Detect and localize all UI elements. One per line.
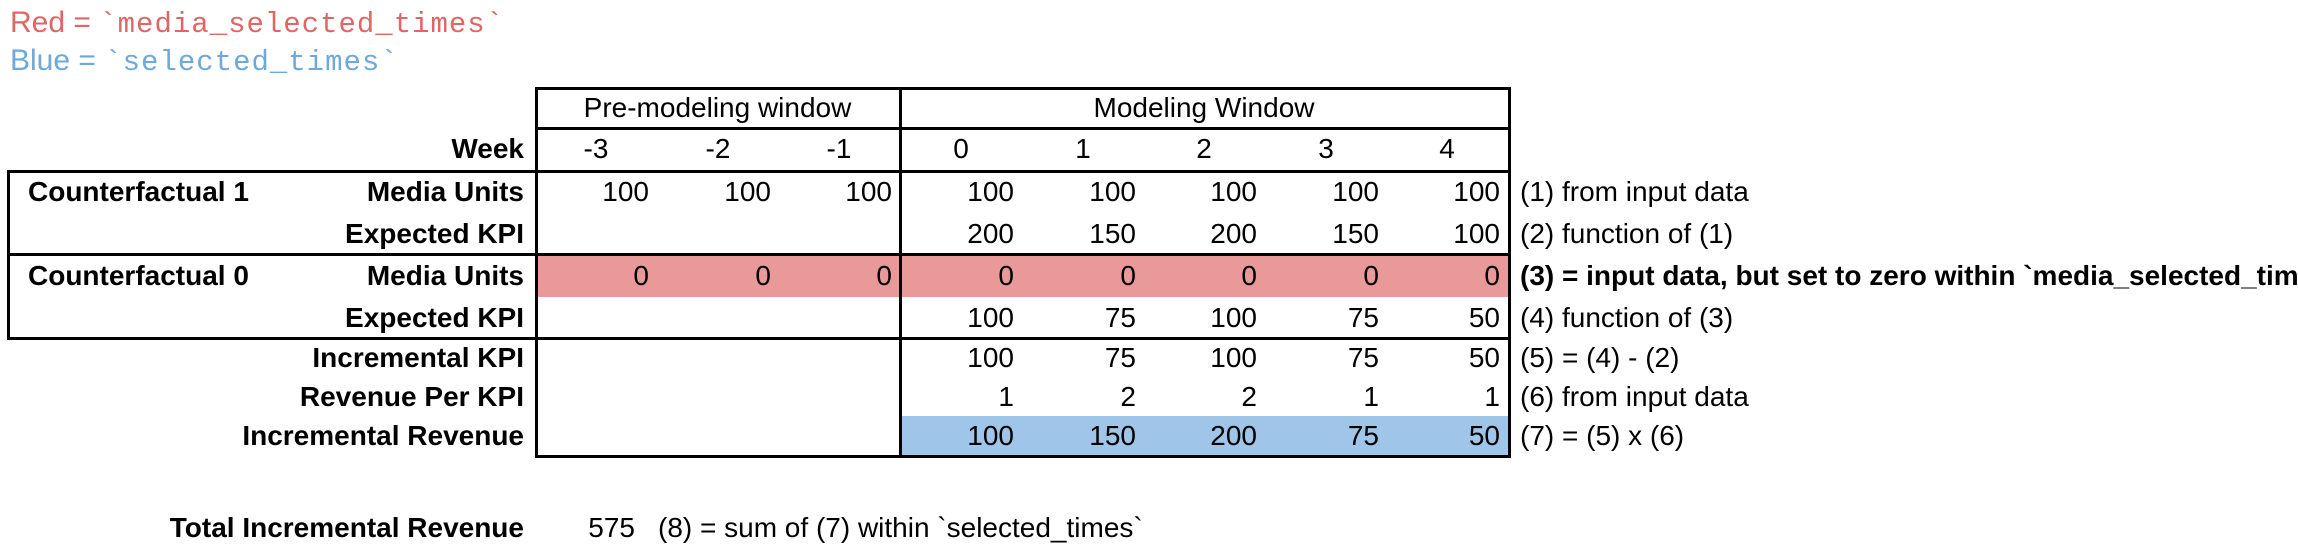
counterfactual-box-left-border (7, 170, 10, 340)
table-cell: 1 (1363, 381, 1379, 412)
table-cell: 100 (724, 176, 771, 207)
table-cell: 100 (602, 176, 649, 207)
table-cell: 100 (967, 302, 1014, 333)
legend-red-equals: = (65, 6, 100, 39)
table-cell: 0 (998, 260, 1014, 291)
modeling-window-header: Modeling Window (1093, 92, 1315, 123)
annotation-4: (4) function of (3) (1520, 302, 1734, 333)
table-cell: 150 (1332, 218, 1379, 249)
week-header--1: -1 (826, 133, 852, 164)
annotation-5: (5) = (4) - (2) (1520, 342, 1680, 373)
pre-modeling-window-header: Pre-modeling window (583, 92, 852, 123)
row-label-incremental-kpi: Incremental KPI (312, 342, 524, 373)
row-label-expected-kpi-cf1: Expected KPI (345, 218, 524, 249)
table-cell: 100 (1089, 176, 1136, 207)
window-divider-border (899, 87, 902, 458)
annotation-1: (1) from input data (1520, 176, 1749, 207)
table-cell: 75 (1347, 420, 1379, 451)
table-cell: 0 (633, 260, 649, 291)
legend-red-code: `media_selected_times` (99, 8, 505, 41)
table-cell: 100 (967, 342, 1014, 373)
counterfactual1-box-top-border (7, 170, 1511, 173)
counterfactual-1-label: Counterfactual 1 (28, 176, 249, 207)
week-header-3: 3 (1318, 133, 1334, 164)
week-header-2: 2 (1196, 133, 1212, 164)
counterfactual-0-label: Counterfactual 0 (28, 260, 249, 291)
table-cell: 50 (1468, 420, 1500, 451)
table-cell: 100 (967, 420, 1014, 451)
table-cell: 200 (1210, 218, 1257, 249)
table-border-right (1508, 87, 1511, 458)
table-cell: 0 (876, 260, 892, 291)
total-incremental-revenue-value: 575 (588, 512, 635, 543)
table-cell: 200 (1210, 420, 1257, 451)
table-cell: 75 (1104, 342, 1136, 373)
table-cell: 100 (1210, 176, 1257, 207)
table-cell: 50 (1468, 342, 1500, 373)
table-cell: 100 (1453, 218, 1500, 249)
table-cell: 75 (1104, 302, 1136, 333)
table-cell: 0 (755, 260, 771, 291)
table-border-bottom (535, 455, 1511, 458)
table-cell: 150 (1089, 218, 1136, 249)
row-label-revenue-per-kpi: Revenue Per KPI (299, 381, 524, 412)
table-border-top (535, 87, 1511, 90)
table-cell: 100 (1210, 302, 1257, 333)
table-cell: 100 (1453, 176, 1500, 207)
week-header-0: 0 (953, 133, 969, 164)
total-incremental-revenue-label: Total Incremental Revenue (169, 512, 524, 543)
table-cell: 0 (1120, 260, 1136, 291)
annotation-6: (6) from input data (1520, 381, 1749, 412)
week-header-1: 1 (1075, 133, 1091, 164)
counterfactual-divider-border (7, 253, 1511, 256)
table-cell: 100 (1210, 342, 1257, 373)
table-cell: 1 (998, 381, 1014, 412)
row-label-media-units-cf1: Media Units (366, 176, 524, 207)
table-cell: 50 (1468, 302, 1500, 333)
table-cell: 75 (1347, 342, 1379, 373)
legend-blue-code: `selected_times` (104, 46, 399, 79)
table-border-left (535, 87, 538, 458)
selected-times-highlight-band (902, 416, 1508, 455)
legend-blue: Blue = `selected_times` (10, 43, 399, 79)
table-cell: 200 (967, 218, 1014, 249)
legend-blue-word: Blue (10, 44, 71, 77)
annotation-7: (7) = (5) x (6) (1520, 420, 1685, 451)
row-label-incremental-revenue: Incremental Revenue (242, 420, 524, 451)
table-cell: 0 (1363, 260, 1379, 291)
counterfactual0-box-bottom-border (7, 337, 1511, 340)
window-header-bottom-border (535, 127, 1511, 130)
table-cell: 100 (1332, 176, 1379, 207)
table-cell: 2 (1120, 381, 1136, 412)
table-cell: 1 (1484, 381, 1500, 412)
table-cell: 100 (845, 176, 892, 207)
table-cell: 75 (1347, 302, 1379, 333)
annotation-2: (2) function of (1) (1520, 218, 1734, 249)
legend-blue-equals: = (70, 44, 105, 77)
row-label-media-units-cf0: Media Units (366, 260, 524, 291)
annotation-3: (3) = input data, but set to zero within… (1520, 260, 2298, 291)
week-header-4: 4 (1439, 133, 1455, 164)
week-header--2: -2 (705, 133, 731, 164)
annotation-8: (8) = sum of (7) within `selected_times` (658, 512, 1143, 543)
table-cell: 0 (1484, 260, 1500, 291)
week-row-label: Week (451, 133, 524, 164)
legend-red: Red = `media_selected_times` (10, 5, 504, 41)
legend-red-word: Red (10, 6, 66, 39)
table-cell: 2 (1241, 381, 1257, 412)
table-cell: 150 (1089, 420, 1136, 451)
table-cell: 100 (967, 176, 1014, 207)
table-cell: 0 (1241, 260, 1257, 291)
media-selected-times-highlight-band (538, 256, 1508, 297)
week-header--3: -3 (583, 133, 609, 164)
row-label-expected-kpi-cf0: Expected KPI (345, 302, 524, 333)
